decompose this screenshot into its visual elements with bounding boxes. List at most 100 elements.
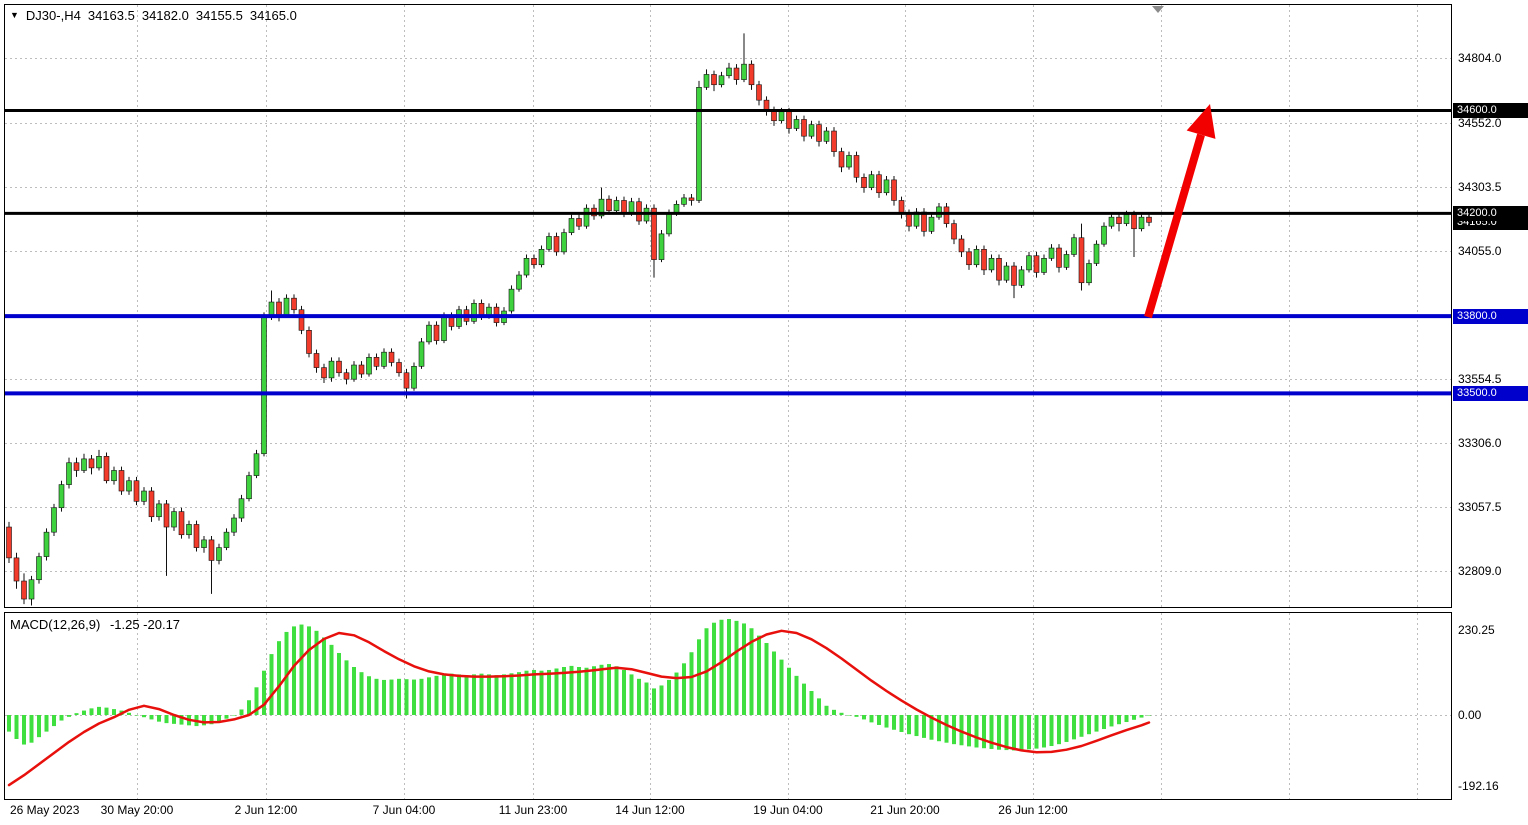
macd-histogram-bar (1147, 715, 1151, 716)
candle-bull (141, 490, 147, 502)
price-axis-label: 32809.0 (1458, 564, 1502, 578)
candle-bear (1078, 237, 1085, 284)
macd-histogram-bar (1087, 715, 1091, 735)
macd-histogram-bar (7, 715, 11, 732)
candle-bear (786, 111, 792, 129)
macd-histogram-bar (427, 677, 431, 715)
macd-histogram-bar (659, 685, 664, 715)
macd-histogram-bar (389, 679, 394, 715)
candle-bull (216, 547, 222, 561)
candle-bull (126, 480, 132, 492)
macd-histogram-bar (524, 670, 529, 715)
one-click-trading-icon[interactable]: ▼ (10, 10, 19, 20)
candle-bull (43, 531, 50, 557)
macd-histogram-bar (944, 715, 949, 743)
macd-histogram-bar (577, 667, 581, 715)
candle-bear (388, 351, 395, 363)
macd-histogram-bar (959, 715, 964, 746)
candle-bull (1086, 263, 1092, 284)
candle-bear (771, 110, 777, 122)
price-axis-label: 33554.5 (1458, 372, 1502, 387)
candle-bull (81, 458, 87, 471)
macd-histogram-bar (104, 707, 109, 715)
price-axis-label: 33306.0 (1458, 436, 1502, 451)
macd-histogram-bar (802, 683, 806, 715)
macd-panel-border (4, 612, 1452, 800)
macd-histogram-bar (479, 673, 484, 715)
candle-bull (471, 303, 477, 322)
macd-histogram-bar (734, 620, 739, 715)
macd-histogram-bar (247, 700, 251, 715)
candle-bear (966, 251, 972, 266)
candle-bull (883, 179, 890, 194)
macd-histogram-bar (367, 676, 371, 715)
macd-histogram-bar (847, 715, 851, 716)
candle-bear (1146, 216, 1152, 223)
macd-histogram-bar (824, 705, 829, 715)
candle-bull (681, 197, 687, 205)
candle-bear (133, 480, 140, 502)
candle-bull (508, 288, 515, 312)
macd-histogram-bar (1109, 715, 1114, 727)
macd-histogram-bar (217, 715, 221, 722)
candle-bull (96, 456, 102, 469)
trend-arrow-shaft[interactable] (1144, 133, 1205, 319)
candle-bear (1011, 265, 1017, 286)
price-axis-label: 34552.0 (1458, 115, 1502, 130)
macd-values: -1.25 -20.17 (109, 617, 181, 632)
macd-histogram-bar (344, 660, 349, 715)
macd-histogram-bar (164, 715, 169, 724)
candle-bull (973, 249, 980, 266)
macd-histogram-bar (794, 675, 799, 715)
candle-bear (1131, 214, 1137, 230)
chart-shift-marker-icon[interactable] (1152, 6, 1164, 13)
candle-bear (606, 198, 612, 212)
macd-histogram-bar (637, 678, 641, 715)
macd-histogram-bar (352, 667, 356, 715)
macd-histogram-bar (1042, 715, 1046, 748)
candle-bear (958, 238, 965, 253)
candle-bear (163, 503, 170, 528)
macd-histogram-bar (1057, 715, 1061, 745)
macd-histogram-bar (907, 715, 911, 735)
macd-histogram-bar (29, 715, 34, 743)
macd-histogram-bar (584, 667, 589, 715)
candle-bear (313, 353, 320, 368)
macd-histogram-bar (284, 631, 289, 715)
macd-histogram-bar (989, 715, 994, 749)
macd-histogram-bar (749, 628, 754, 715)
candle-bull (268, 301, 275, 317)
ohlc-low: 34155.5 (195, 8, 243, 23)
time-axis-label: 14 Jun 12:00 (615, 803, 685, 817)
candle-bull (928, 216, 935, 232)
macd-histogram-bar (412, 679, 416, 715)
macd-histogram-bar (509, 673, 514, 715)
candle-bear (73, 462, 80, 471)
macd-histogram-bar (59, 715, 64, 721)
macd-axis-label: 0.00 (1458, 708, 1482, 722)
macd-histogram-bar (817, 698, 821, 715)
macd-histogram-bar (554, 668, 559, 715)
candle-bull (253, 453, 260, 476)
macd-histogram-bar (374, 678, 379, 715)
candle-bear (291, 297, 297, 311)
macd-histogram-bar (884, 715, 889, 728)
macd-histogram-bar (787, 667, 791, 715)
macd-histogram-bar (892, 715, 896, 730)
macd-histogram-bar (569, 665, 574, 715)
macd-signal-line (7, 629, 1151, 787)
trend-arrow-head[interactable] (1186, 104, 1216, 139)
macd-histogram-bar (112, 709, 116, 715)
candle-bear (118, 470, 125, 492)
macd-histogram-bar (337, 652, 341, 715)
candle-bear (433, 324, 440, 341)
macd-histogram-bar (37, 715, 41, 738)
candle-bull (666, 213, 672, 235)
candle-bear (688, 197, 695, 201)
candle-bear (831, 130, 837, 152)
macd-histogram-bar (1132, 715, 1136, 720)
symbol-timeframe-label: DJ30-,H4 (25, 8, 81, 23)
macd-histogram-bar (397, 678, 401, 715)
